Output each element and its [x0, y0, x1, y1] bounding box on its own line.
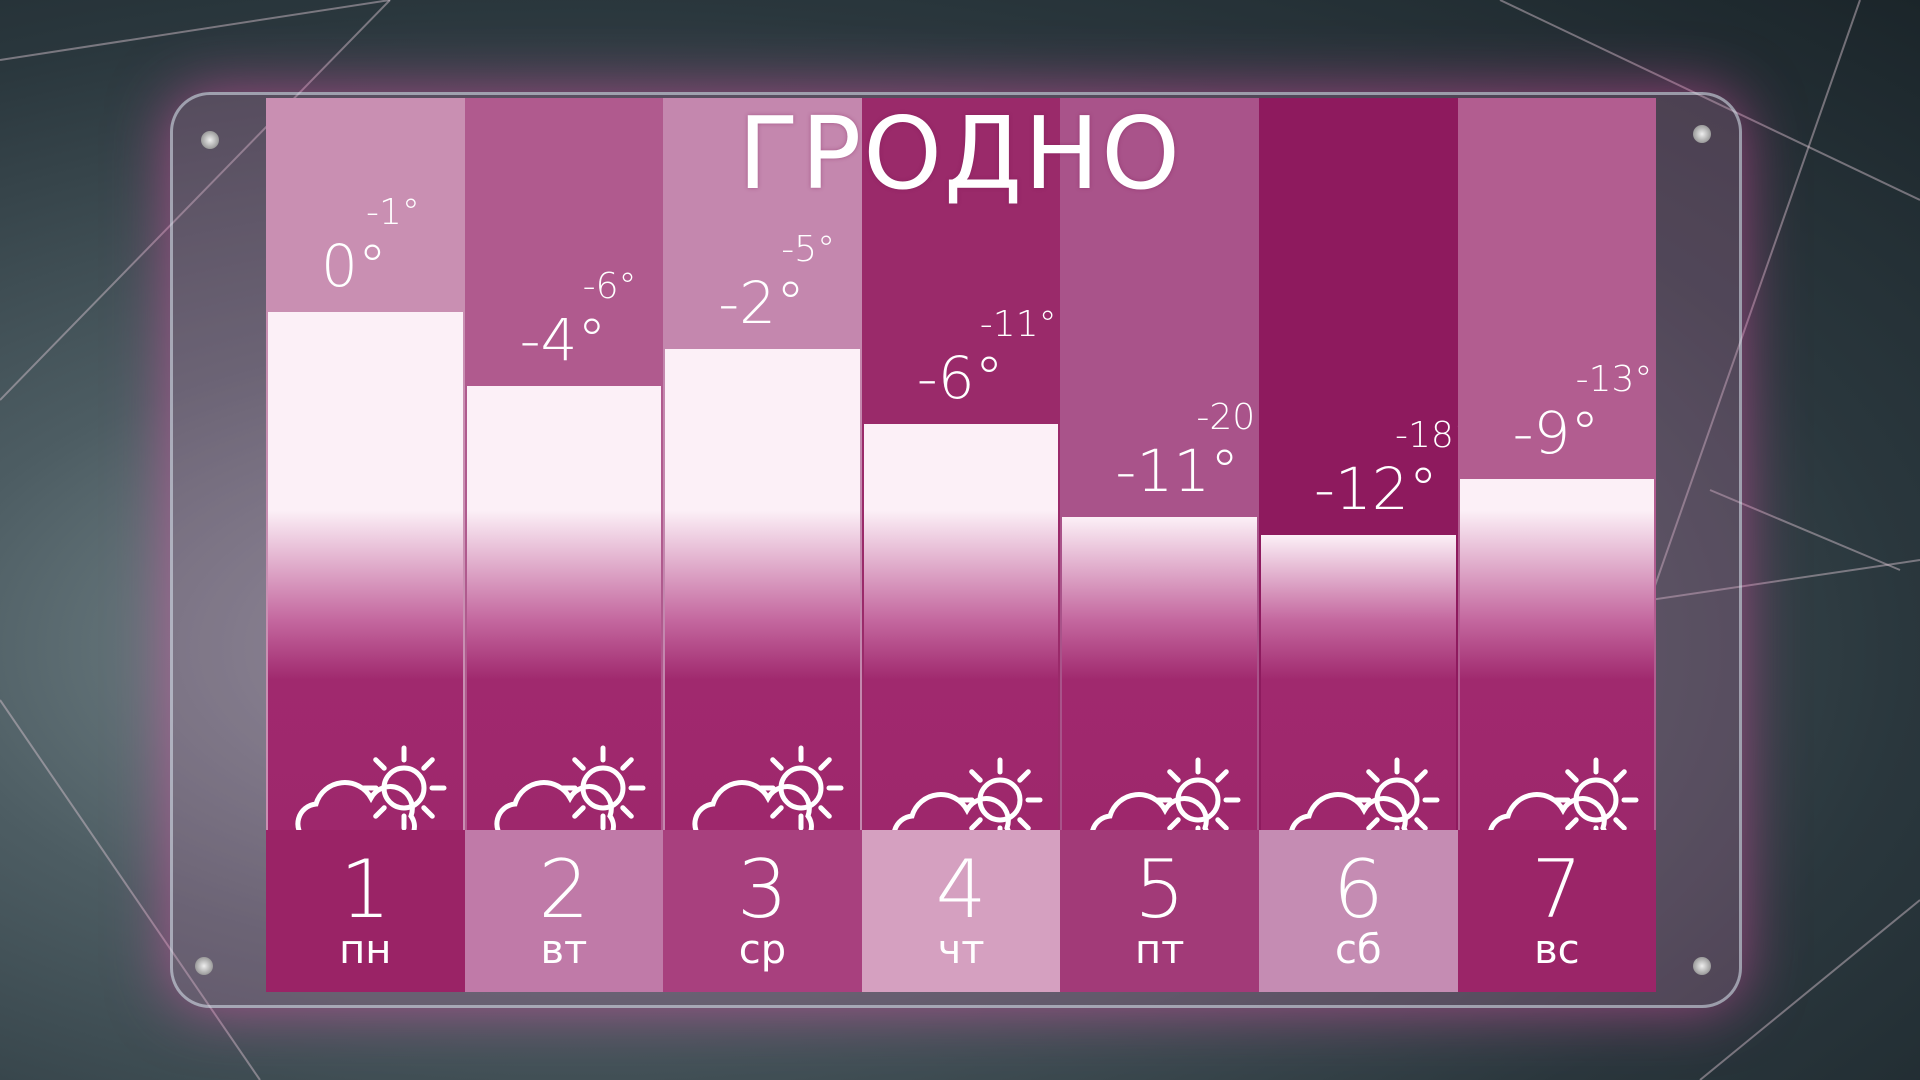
date-number: 1 [339, 843, 391, 936]
date-cell: 6 сб [1259, 830, 1458, 992]
date-cell: 2 вт [464, 830, 664, 992]
day-of-week: ср [738, 927, 787, 973]
day-temperature: -4° [519, 306, 607, 375]
day-temperature: 0° [321, 232, 387, 300]
temperature-bar [466, 386, 662, 830]
temperature-bar [1062, 516, 1257, 830]
night-temperature: -1° [366, 192, 420, 233]
date-number: 2 [538, 843, 590, 936]
screw-icon [1693, 125, 1711, 143]
screw-icon [195, 957, 213, 975]
day-column-2: -4° -6° 2 вт [464, 98, 664, 992]
city-title: ГРОДНО [737, 95, 1183, 212]
day-temperature: -11° [1115, 436, 1240, 505]
date-number: 3 [737, 843, 788, 936]
temperature-bar [863, 423, 1059, 830]
day-of-week: пт [1134, 927, 1185, 973]
date-number: 6 [1332, 843, 1384, 936]
date-cell: 5 пт [1060, 830, 1259, 992]
day-temperature: -2° [718, 269, 806, 338]
day-of-week: пн [339, 927, 392, 973]
date-number: 7 [1531, 843, 1583, 936]
night-temperature: -13° [1575, 359, 1653, 401]
day-column-1: 0° -1° 1 пн [266, 98, 465, 992]
night-temperature: -6° [582, 266, 637, 308]
day-column-3: -2° -5° 3 ср [663, 98, 862, 992]
day-of-week: вс [1534, 927, 1580, 973]
night-temperature: -11° [979, 303, 1057, 345]
date-cell: 4 чт [861, 830, 1061, 992]
date-cell: 3 ср [663, 830, 862, 992]
date-number: 5 [1134, 843, 1186, 936]
date-number: 4 [935, 843, 987, 936]
day-of-week: вт [540, 927, 588, 973]
temperature-bar [1261, 535, 1456, 830]
day-temperature: -9° [1512, 399, 1600, 468]
day-temperature: -12° [1314, 455, 1438, 524]
day-column-4: -6° -11° 4 чт [861, 98, 1061, 992]
day-column-5: -11° -20° 5 пт [1060, 98, 1273, 992]
forecast-panel: 0° -1° 1 пн -4° -6° 2 вт -2° -5° 3 ср -6… [266, 98, 1656, 992]
screw-icon [1693, 957, 1711, 975]
day-temperature: -6° [916, 343, 1004, 412]
day-of-week: чт [937, 927, 985, 973]
day-of-week: сб [1334, 927, 1382, 973]
screw-icon [201, 131, 219, 149]
day-column-7: -9° -13° 7 вс [1457, 98, 1656, 992]
day-column-6: -12° -18° 6 сб [1259, 98, 1472, 992]
night-temperature: -5° [781, 229, 836, 271]
date-cell: 7 вс [1457, 830, 1656, 992]
temperature-bar [268, 312, 463, 830]
temperature-bar [665, 349, 860, 830]
date-cell: 1 пн [266, 830, 465, 992]
